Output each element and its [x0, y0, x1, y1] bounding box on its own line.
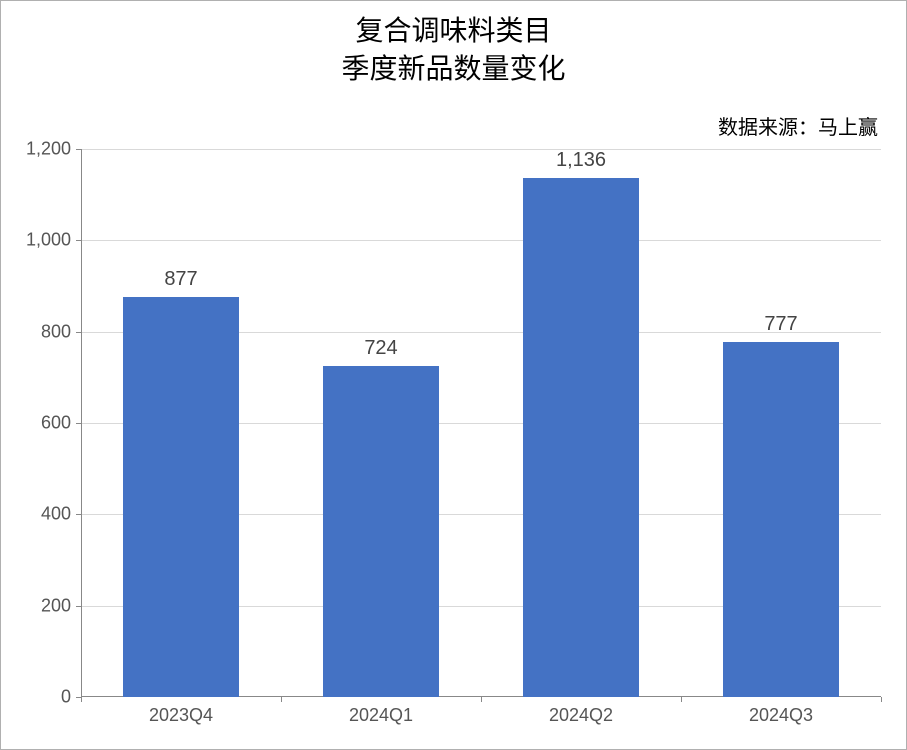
source-label: 数据来源：马上赢: [718, 111, 878, 140]
bar: [123, 297, 239, 697]
bar-group: 8772023Q4: [81, 149, 281, 697]
title-line-1: 复合调味料类目: [1, 13, 906, 51]
y-tick-label: 0: [61, 687, 81, 708]
bar-value-label: 777: [764, 313, 797, 336]
bars-group: 8772023Q47242024Q11,1362024Q27772024Q3: [81, 149, 881, 697]
title-line-2: 季度新品数量变化: [1, 51, 906, 89]
x-tick-label: 2024Q1: [349, 697, 413, 726]
x-tick-label: 2024Q3: [749, 697, 813, 726]
bar-value-label: 724: [364, 337, 397, 360]
y-tick-label: 1,200: [26, 139, 81, 160]
y-tick-label: 400: [41, 504, 81, 525]
y-tick-label: 600: [41, 413, 81, 434]
x-tick-mark: [881, 697, 882, 702]
y-tick-label: 200: [41, 595, 81, 616]
y-tick-label: 800: [41, 321, 81, 342]
bar: [323, 366, 439, 697]
x-tick-label: 2023Q4: [149, 697, 213, 726]
bar-group: 7242024Q1: [281, 149, 481, 697]
x-tick-mark: [681, 697, 682, 702]
x-tick-label: 2024Q2: [549, 697, 613, 726]
bar-value-label: 877: [164, 268, 197, 291]
bar-group: 1,1362024Q2: [481, 149, 681, 697]
x-tick-mark: [481, 697, 482, 702]
plot-area: 02004006008001,0001,200 8772023Q47242024…: [81, 149, 881, 697]
y-tick-label: 1,000: [26, 230, 81, 251]
bar-group: 7772024Q3: [681, 149, 881, 697]
bar-value-label: 1,136: [556, 149, 606, 172]
chart-title: 复合调味料类目 季度新品数量变化: [1, 1, 906, 89]
x-tick-mark: [281, 697, 282, 702]
bar: [723, 342, 839, 697]
bar: [523, 178, 639, 697]
x-tick-mark: [81, 697, 82, 702]
chart-container: 复合调味料类目 季度新品数量变化 数据来源：马上赢 0 200 400 600 800 1…: [0, 0, 907, 750]
